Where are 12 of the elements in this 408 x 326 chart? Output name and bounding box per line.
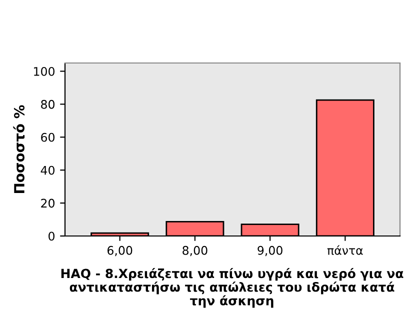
y-tick-label: 100: [34, 66, 54, 76]
y-axis-title: Ποσοστό %: [13, 105, 25, 193]
x-tick-label: 9,00: [258, 246, 282, 256]
x-tick-label: 6,00: [108, 246, 132, 256]
x-axis-title: HAQ - 8.Χρειάζεται να πίνω υγρά και νερό για να αντικαταστήσω τις απώλειες του ιδρώτα κατά την άσκηση: [61, 268, 404, 308]
y-tick-label: 60: [41, 132, 54, 142]
x-tick-label: 8,00: [182, 246, 208, 256]
y-tick-label: 40: [40, 166, 54, 175]
y-tick-label: 20: [41, 198, 54, 208]
x-tick-label: πάντα: [327, 245, 363, 255]
y-tick-label: 80: [41, 100, 54, 109]
y-tick-label: 0: [48, 232, 54, 241]
